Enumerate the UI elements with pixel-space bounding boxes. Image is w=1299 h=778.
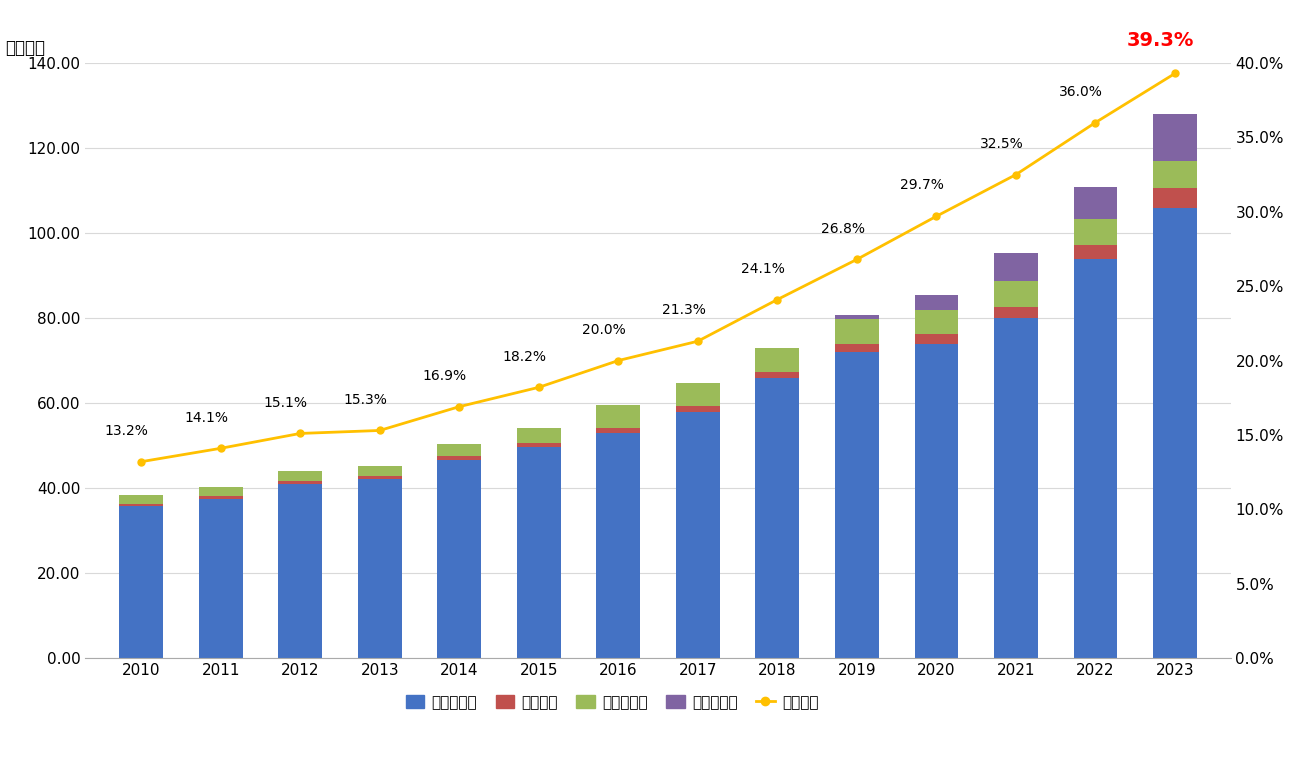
Bar: [675, 383, 720, 406]
Text: 24.1%: 24.1%: [742, 261, 785, 275]
Bar: [914, 310, 959, 335]
Bar: [994, 307, 1038, 318]
Legend: クレジット, デビット, 電子マネー, コード決済, 決済比率: クレジット, デビット, 電子マネー, コード決済, 決済比率: [400, 689, 825, 716]
Bar: [675, 412, 720, 658]
Bar: [438, 460, 481, 658]
Bar: [357, 465, 401, 475]
Bar: [517, 428, 561, 443]
Bar: [756, 378, 799, 658]
Text: 20.0%: 20.0%: [582, 323, 626, 337]
Text: （兆円）: （兆円）: [5, 39, 45, 57]
Bar: [835, 345, 878, 352]
Bar: [278, 471, 322, 482]
Text: 36.0%: 36.0%: [1059, 85, 1103, 99]
Bar: [1073, 219, 1117, 244]
Bar: [596, 428, 640, 433]
Text: 26.8%: 26.8%: [821, 222, 865, 236]
Bar: [1073, 259, 1117, 658]
Text: 15.1%: 15.1%: [264, 396, 308, 410]
Bar: [914, 344, 959, 658]
Bar: [517, 443, 561, 447]
Bar: [914, 335, 959, 344]
Bar: [914, 295, 959, 310]
Bar: [675, 406, 720, 412]
Bar: [278, 482, 322, 484]
Bar: [596, 433, 640, 658]
Bar: [994, 281, 1038, 307]
Bar: [120, 496, 162, 504]
Bar: [994, 254, 1038, 281]
Bar: [835, 314, 878, 319]
Text: 13.2%: 13.2%: [105, 424, 149, 438]
Bar: [357, 475, 401, 479]
Text: 14.1%: 14.1%: [184, 411, 229, 425]
Bar: [120, 506, 162, 658]
Bar: [1154, 114, 1196, 161]
Bar: [278, 484, 322, 658]
Bar: [835, 319, 878, 345]
Text: 16.9%: 16.9%: [423, 369, 466, 383]
Bar: [438, 456, 481, 460]
Bar: [199, 499, 243, 658]
Text: 18.2%: 18.2%: [503, 349, 547, 363]
Bar: [120, 504, 162, 506]
Bar: [438, 444, 481, 456]
Bar: [1154, 161, 1196, 188]
Bar: [994, 318, 1038, 658]
Bar: [596, 405, 640, 428]
Bar: [199, 487, 243, 496]
Text: 21.3%: 21.3%: [661, 303, 705, 317]
Bar: [199, 496, 243, 499]
Text: 39.3%: 39.3%: [1128, 30, 1194, 50]
Bar: [357, 479, 401, 658]
Bar: [1073, 244, 1117, 259]
Bar: [1073, 187, 1117, 219]
Text: 29.7%: 29.7%: [900, 178, 944, 192]
Bar: [835, 352, 878, 658]
Bar: [1154, 188, 1196, 208]
Bar: [1154, 208, 1196, 658]
Text: 32.5%: 32.5%: [979, 137, 1024, 151]
Text: 15.3%: 15.3%: [343, 393, 387, 407]
Bar: [756, 372, 799, 378]
Bar: [756, 349, 799, 372]
Bar: [517, 447, 561, 658]
